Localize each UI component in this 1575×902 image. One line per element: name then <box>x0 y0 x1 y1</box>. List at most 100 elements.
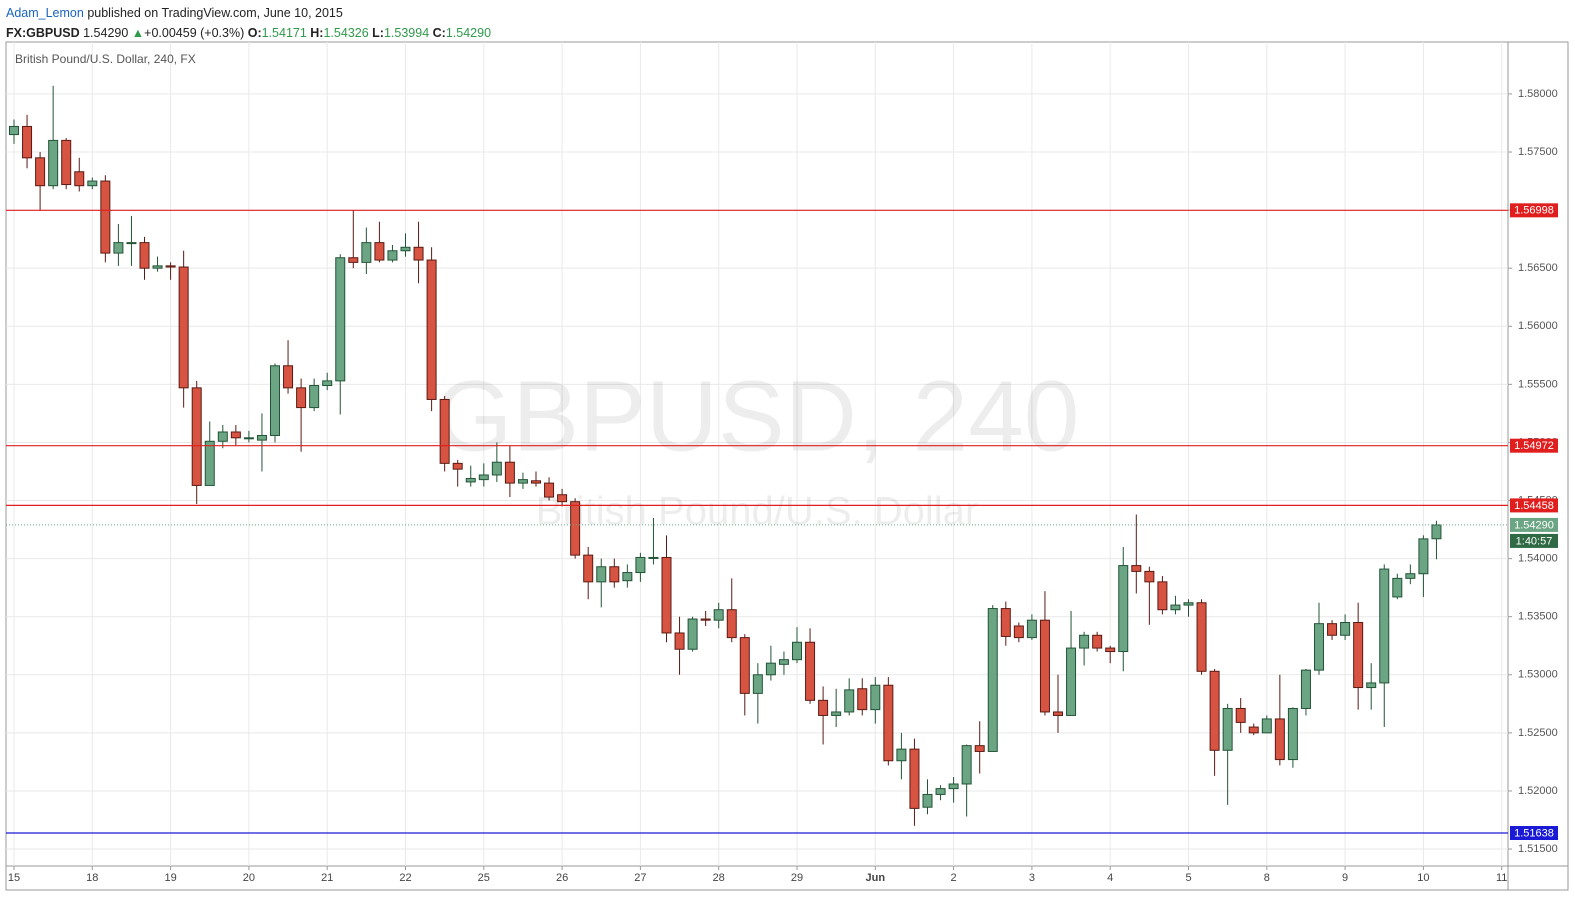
candle-body <box>687 618 698 650</box>
candle-body <box>1327 623 1338 636</box>
last-price-label: 1.54290 <box>1514 519 1554 531</box>
candle-body <box>544 482 555 498</box>
candle-body <box>1000 608 1011 637</box>
candle-body <box>1183 602 1194 606</box>
x-tick-label: 25 <box>478 872 490 884</box>
candle-body <box>452 462 463 470</box>
h-label: H: <box>310 26 324 40</box>
o-value: 1.54171 <box>261 26 307 40</box>
candle-body <box>270 365 280 436</box>
candle-body <box>778 659 789 665</box>
x-tick-label: 22 <box>399 872 411 884</box>
candle-body <box>570 501 581 556</box>
candle-body <box>35 157 46 187</box>
last-price-box <box>1510 517 1558 532</box>
price-label-box <box>1510 498 1558 513</box>
candle-body <box>635 556 646 574</box>
price-label: 1.56998 <box>1514 205 1554 217</box>
candle-body <box>765 662 776 676</box>
candle-body <box>100 180 111 254</box>
candle-body <box>22 125 33 159</box>
candle-body <box>792 641 802 661</box>
candle-body <box>1105 647 1116 653</box>
candle-body <box>1092 634 1103 649</box>
price-label-box <box>1510 826 1558 841</box>
x-tick-label: Jun <box>866 872 886 884</box>
c-label: C: <box>432 26 446 40</box>
candle-body <box>1131 565 1142 572</box>
candle-body <box>48 139 59 187</box>
l-label: L: <box>372 26 384 40</box>
y-tick-label: 1.52000 <box>1518 785 1558 797</box>
y-tick-label: 1.53000 <box>1518 669 1558 681</box>
price-label: 1.51638 <box>1514 827 1554 839</box>
candle-body <box>1170 604 1181 611</box>
x-tick-label: 19 <box>164 872 176 884</box>
x-tick-label: 9 <box>1342 872 1348 884</box>
candle-body <box>387 250 398 261</box>
candle-body <box>413 246 424 261</box>
x-tick-label: 3 <box>1029 872 1035 884</box>
candle-body <box>713 609 724 621</box>
symbol: FX:GBPUSD <box>6 26 80 40</box>
x-tick-label: 8 <box>1264 872 1270 884</box>
candle-body <box>961 745 972 785</box>
x-tick-label: 27 <box>634 872 646 884</box>
candle-body <box>1353 622 1364 689</box>
arrow: ▲ <box>131 26 145 40</box>
x-tick-label: 4 <box>1107 872 1113 884</box>
x-tick-label: 29 <box>791 872 803 884</box>
legend-text: British Pound/U.S. Dollar, 240, FX <box>15 52 196 66</box>
candle-body <box>309 385 320 409</box>
x-tick-label: 20 <box>243 872 255 884</box>
author-link[interactable]: Adam_Lemon <box>6 6 84 20</box>
candle-body <box>583 554 594 583</box>
y-tick-label: 1.53500 <box>1518 611 1558 623</box>
candle-body <box>922 793 933 808</box>
x-tick-label: 11 <box>1496 872 1507 884</box>
candle-body <box>504 461 515 484</box>
x-tick-label: 10 <box>1417 872 1429 884</box>
l-value: 1.53994 <box>383 26 430 40</box>
candle-body <box>1261 718 1272 734</box>
candle-body <box>178 266 189 389</box>
candle-body <box>1366 682 1377 689</box>
candle-body <box>1314 623 1324 671</box>
candle-body <box>1209 670 1220 751</box>
price-label: 1.54458 <box>1514 500 1554 512</box>
o-label: O: <box>247 26 262 40</box>
y-tick-label: 1.51500 <box>1518 843 1558 855</box>
candle-body <box>256 434 267 441</box>
publish-line: Adam_Lemon published on TradingView.com,… <box>6 3 491 23</box>
candle-body <box>1026 619 1037 639</box>
candle-body <box>361 242 372 263</box>
candle-body <box>61 139 72 186</box>
x-tick-label: 18 <box>86 872 98 884</box>
candle-body <box>1039 619 1050 713</box>
candle-body <box>1431 524 1442 540</box>
price-label-box <box>1510 438 1558 453</box>
candle-body <box>296 387 307 409</box>
y-tick-label: 1.54000 <box>1518 553 1558 565</box>
candle-body <box>896 748 907 762</box>
x-tick-label: 21 <box>321 872 333 884</box>
countdown: 1:40:57 <box>1516 535 1553 547</box>
candle-body <box>1340 622 1351 636</box>
watermark: GBPUSD, 240 <box>435 360 1080 472</box>
candle-body <box>152 265 163 269</box>
y-tick-label: 1.58000 <box>1518 88 1558 100</box>
candle-body <box>1079 634 1090 649</box>
candle-body <box>935 788 946 795</box>
candle-body <box>596 566 607 583</box>
candle-body <box>1379 568 1390 684</box>
candle-body <box>883 684 894 762</box>
candle-body <box>974 745 985 752</box>
candle-body <box>726 609 737 639</box>
candle-body <box>217 431 228 442</box>
candle-body <box>1274 718 1285 761</box>
x-tick-label: 15 <box>8 872 20 884</box>
candle-body <box>700 618 711 621</box>
candle-body <box>322 380 333 387</box>
countdown-box <box>1510 533 1558 548</box>
